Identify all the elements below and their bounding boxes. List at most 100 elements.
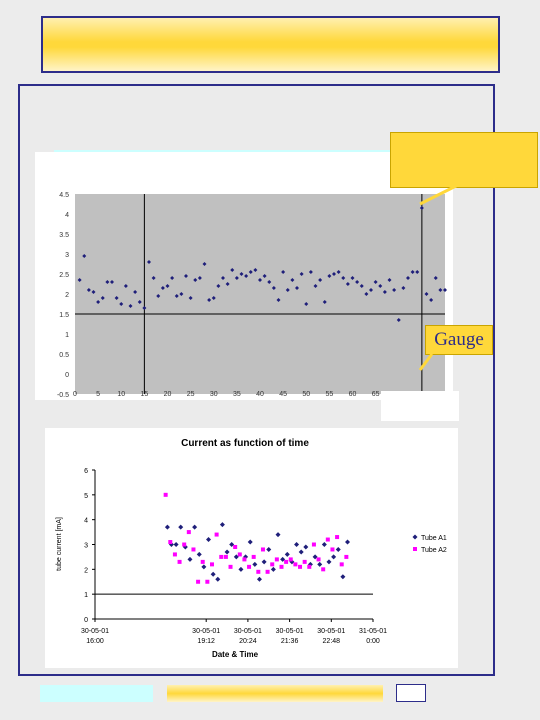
y-tick-label: 1.5: [59, 312, 69, 319]
y-tick-label: 1: [65, 332, 69, 339]
data-point: [419, 206, 424, 210]
data-point: [355, 280, 360, 284]
data-point-a1: [243, 554, 249, 560]
data-point-a2: [182, 542, 187, 547]
data-point: [156, 294, 161, 298]
data-point: [202, 262, 207, 266]
data-point: [221, 276, 225, 280]
data-point: [91, 290, 96, 294]
x-tick-time: 0:00: [366, 638, 380, 645]
data-point: [364, 292, 369, 296]
bottom-chart-area: [45, 428, 458, 668]
y-tick-label: 3: [65, 252, 69, 259]
data-point-a2: [163, 492, 168, 497]
data-point: [396, 318, 401, 322]
x-tick-time: 22:48: [323, 638, 341, 645]
data-point-a2: [219, 554, 224, 559]
data-point: [151, 276, 156, 280]
x-tick-time: 20:24: [239, 638, 257, 645]
data-point-a2: [270, 562, 275, 567]
data-point: [174, 294, 179, 298]
data-point: [318, 278, 323, 282]
data-point-a2: [279, 564, 284, 569]
data-point-a2: [335, 535, 340, 540]
y-tick-label: 0: [84, 617, 88, 624]
data-point-a1: [233, 554, 239, 560]
data-point-a1: [317, 561, 323, 567]
data-point: [244, 274, 249, 278]
x-tick-label: 60: [349, 391, 357, 398]
data-point: [230, 268, 235, 272]
data-point-a1: [196, 551, 202, 557]
data-point-a2: [186, 530, 191, 535]
data-point-a2: [274, 557, 279, 562]
x-tick-date: 30-05-01: [234, 628, 262, 635]
gauge-callout: Gauge: [425, 325, 493, 355]
data-point: [350, 276, 355, 280]
data-point-a1: [307, 561, 313, 567]
x-tick-label: 45: [279, 391, 287, 398]
y-tick-label: 2.5: [59, 272, 69, 279]
data-point: [308, 270, 313, 274]
data-point-a1: [331, 554, 337, 560]
x-tick-date: 30-05-01: [81, 628, 109, 635]
y-tick-label: 6: [84, 468, 88, 475]
data-point-a1: [219, 522, 225, 528]
legend-label: Tube A1: [421, 535, 447, 542]
data-point: [332, 272, 336, 276]
data-point: [197, 276, 202, 280]
top-plot-area: [75, 194, 445, 394]
white-tab: [381, 391, 459, 421]
data-point: [406, 276, 410, 280]
data-point: [415, 270, 420, 274]
data-point-a2: [307, 564, 312, 569]
y-tick-label: 4: [65, 212, 69, 219]
data-point-a2: [251, 554, 256, 559]
y-tick-label: 0: [65, 372, 69, 379]
data-point-a2: [288, 557, 293, 562]
x-tick-date: 30-05-01: [276, 628, 304, 635]
data-point-a2: [256, 569, 261, 574]
data-point-a1: [266, 546, 272, 552]
data-point: [276, 298, 281, 302]
data-point: [123, 284, 128, 288]
x-tick-label: 15: [140, 391, 148, 398]
data-point-a1: [280, 556, 286, 562]
data-point-a2: [325, 537, 330, 542]
data-point: [304, 302, 309, 306]
data-point-a1: [321, 542, 327, 547]
x-axis-label: Date & Time: [212, 650, 259, 659]
data-point-a1: [229, 542, 235, 547]
data-point: [119, 302, 124, 306]
data-point: [443, 288, 447, 292]
x-tick-time: 21:36: [281, 638, 299, 645]
chart-title: Current as function of time: [181, 438, 309, 449]
data-point-a2: [284, 559, 289, 564]
y-axis-label: tube current [mA]: [56, 517, 63, 571]
footer-yellow-bar: [167, 685, 383, 702]
x-tick-label: 50: [302, 391, 310, 398]
data-point-a2: [293, 562, 298, 567]
y-tick-label: 2: [84, 567, 88, 574]
data-point: [433, 276, 438, 280]
data-point: [285, 288, 290, 292]
x-tick-date: 30-05-01: [192, 628, 220, 635]
x-tick-label: 35: [233, 391, 241, 398]
data-point-a1: [206, 537, 212, 543]
data-point-a1: [312, 554, 318, 560]
data-point: [179, 292, 184, 296]
data-point-a2: [298, 564, 303, 569]
current-time-chart: Current as function of time tube current…: [45, 428, 458, 668]
data-point-a1: [224, 549, 230, 555]
data-point-a1: [303, 544, 309, 550]
data-point-a1: [247, 539, 253, 545]
data-point-a1: [340, 574, 346, 580]
data-point: [105, 280, 110, 284]
data-point-a1: [201, 564, 207, 570]
data-point: [147, 260, 151, 264]
data-point: [327, 274, 332, 278]
data-point: [290, 278, 295, 282]
data-point-a2: [339, 562, 344, 567]
data-point-a1: [335, 546, 341, 552]
data-point-a1: [298, 549, 304, 555]
